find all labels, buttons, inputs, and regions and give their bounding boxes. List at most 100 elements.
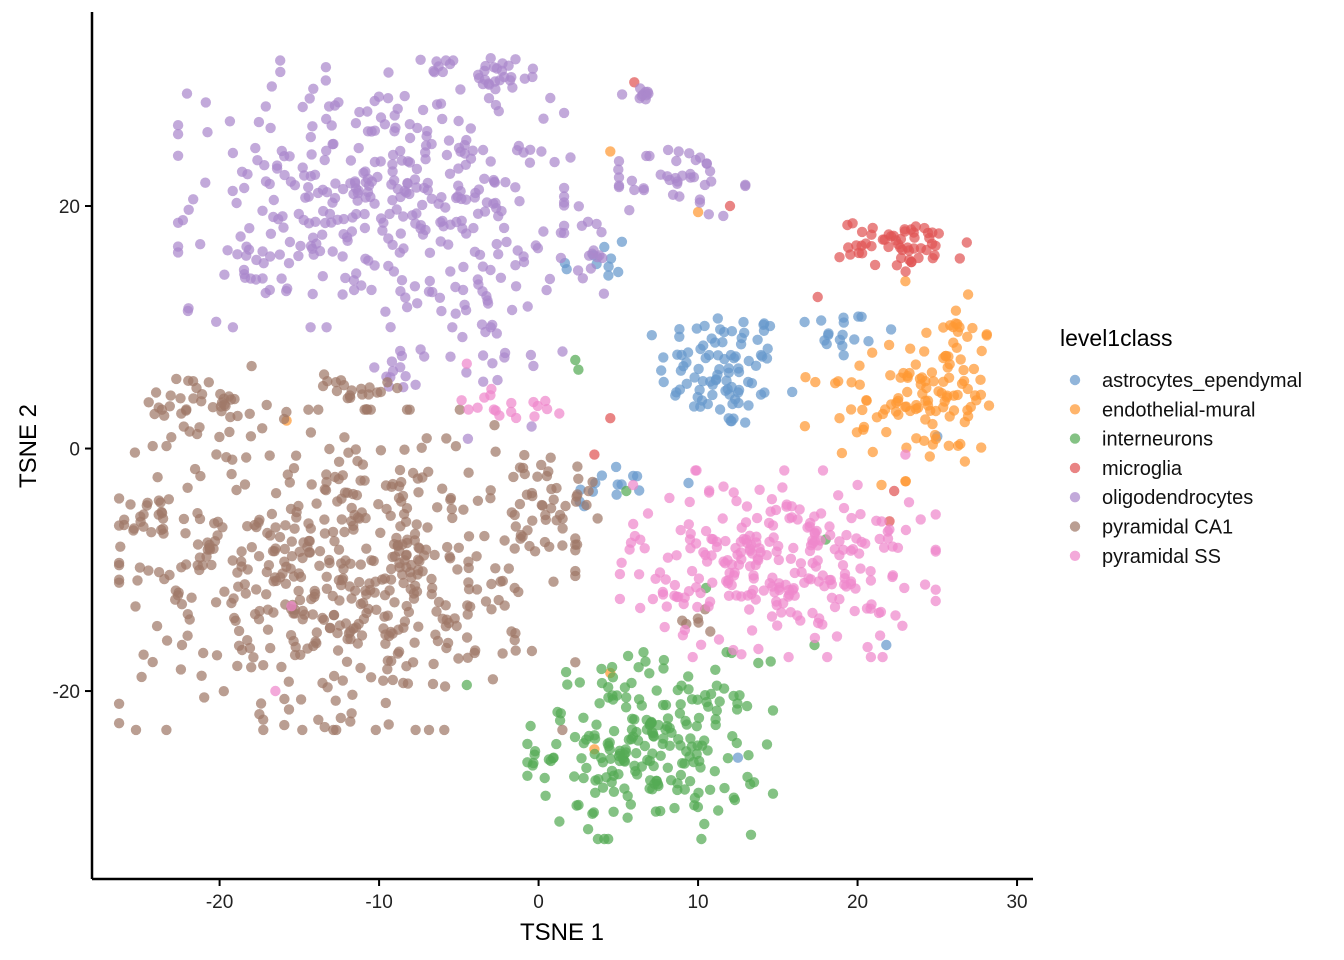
data-point xyxy=(175,664,187,675)
data-point xyxy=(483,93,495,104)
data-point xyxy=(306,479,317,490)
data-point xyxy=(314,560,325,571)
series-microglia xyxy=(589,77,972,527)
data-point xyxy=(206,559,217,571)
data-point xyxy=(675,699,686,710)
data-point xyxy=(548,576,559,587)
data-point xyxy=(297,101,308,113)
data-point xyxy=(337,289,348,300)
data-point xyxy=(313,404,324,415)
data-point xyxy=(719,782,730,794)
data-point xyxy=(150,387,162,398)
data-point xyxy=(446,503,457,515)
data-point xyxy=(834,536,845,547)
data-point xyxy=(498,222,510,234)
data-point xyxy=(876,479,887,491)
data-point xyxy=(926,367,938,378)
data-point xyxy=(955,354,966,365)
data-point xyxy=(639,543,650,554)
data-point xyxy=(862,641,873,653)
data-point xyxy=(415,344,426,355)
data-point xyxy=(510,645,521,656)
data-point xyxy=(440,202,451,213)
data-point xyxy=(740,417,751,428)
data-point xyxy=(225,411,236,423)
data-point xyxy=(465,123,476,134)
data-point xyxy=(741,700,753,712)
data-point xyxy=(211,650,223,661)
data-point xyxy=(723,363,734,374)
data-point xyxy=(138,649,149,660)
data-point xyxy=(274,249,285,260)
data-point xyxy=(683,519,694,530)
data-point xyxy=(805,517,816,529)
data-point xyxy=(384,208,395,220)
data-point xyxy=(441,433,452,444)
data-point xyxy=(776,607,787,618)
data-point xyxy=(762,343,773,354)
data-point xyxy=(215,388,226,400)
data-point xyxy=(695,639,707,650)
data-point xyxy=(348,188,359,200)
data-point xyxy=(200,97,211,108)
data-point xyxy=(648,760,659,772)
data-point xyxy=(214,431,225,443)
data-point xyxy=(182,305,194,317)
data-point xyxy=(576,220,588,231)
data-point xyxy=(324,208,336,220)
data-point xyxy=(557,346,568,357)
data-point xyxy=(387,674,398,686)
data-point xyxy=(753,555,764,566)
data-point xyxy=(562,679,573,690)
data-point xyxy=(919,346,930,357)
data-point xyxy=(874,533,885,545)
legend-swatch xyxy=(1069,521,1081,532)
data-point xyxy=(350,118,362,129)
data-point xyxy=(930,509,941,520)
data-point xyxy=(968,363,980,375)
data-point xyxy=(461,228,472,239)
data-point xyxy=(578,712,589,723)
data-point xyxy=(603,270,614,281)
data-point xyxy=(232,249,243,260)
data-point xyxy=(337,183,349,195)
x-tick-label: -10 xyxy=(365,892,392,913)
data-point xyxy=(707,577,718,588)
data-point xyxy=(477,144,489,156)
data-point xyxy=(635,534,646,545)
data-point xyxy=(686,565,698,577)
x-tick-label: 10 xyxy=(687,892,708,913)
data-point xyxy=(939,396,950,407)
data-point xyxy=(401,661,412,672)
data-point xyxy=(930,584,941,595)
data-point xyxy=(295,694,307,705)
data-point xyxy=(401,503,413,514)
data-point xyxy=(257,273,268,284)
data-point xyxy=(330,178,341,189)
data-point xyxy=(319,721,330,733)
data-point xyxy=(810,561,822,572)
data-point xyxy=(705,688,717,700)
data-point xyxy=(713,805,724,816)
data-point xyxy=(728,487,739,498)
data-point xyxy=(510,260,521,271)
data-point xyxy=(227,322,239,333)
data-point xyxy=(399,90,410,102)
data-point xyxy=(753,643,764,655)
data-point xyxy=(469,647,480,659)
data-point xyxy=(622,812,633,823)
data-point xyxy=(281,406,292,418)
data-point xyxy=(161,635,173,646)
data-point xyxy=(616,557,627,568)
data-point xyxy=(744,545,756,556)
data-point xyxy=(846,512,857,524)
data-point xyxy=(845,578,857,590)
data-point xyxy=(334,595,345,606)
data-point xyxy=(233,640,245,651)
data-point xyxy=(526,645,538,657)
data-point xyxy=(765,656,776,667)
data-point xyxy=(587,808,598,819)
data-point xyxy=(433,596,445,608)
data-point xyxy=(350,178,361,189)
data-point xyxy=(421,131,432,142)
